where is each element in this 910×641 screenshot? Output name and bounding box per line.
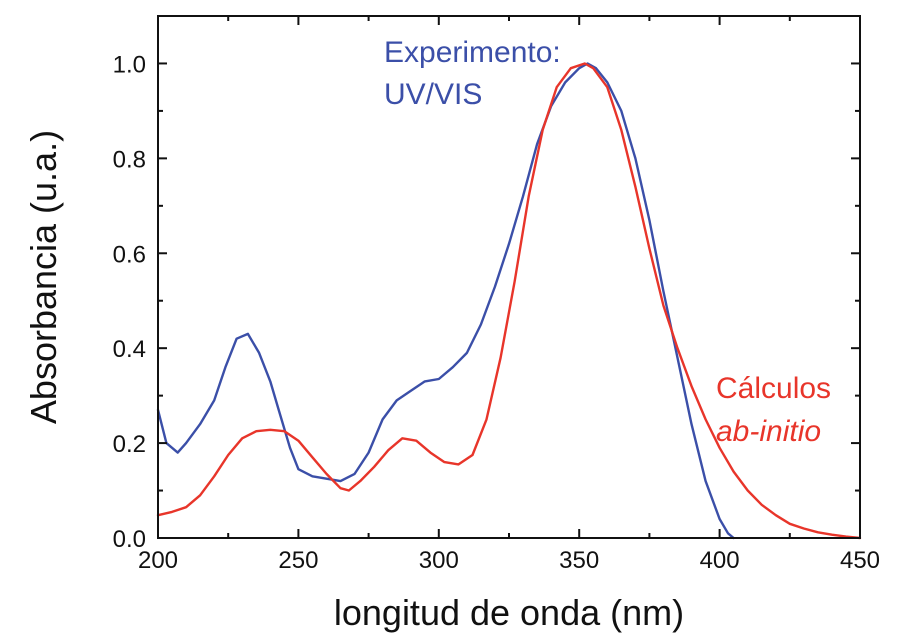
y-tick-label: 0.6	[113, 241, 146, 268]
x-tick-label: 450	[840, 547, 880, 574]
axis-ticks	[157, 15, 861, 539]
annotation-experiment-line2: UV/VIS	[384, 78, 482, 111]
y-tick-label: 1.0	[113, 51, 146, 78]
x-axis-title: longitud de onda (nm)	[334, 592, 684, 633]
y-axis-title: Absorbancia (u.a.)	[23, 130, 64, 424]
y-tick-label: 0.8	[113, 146, 146, 173]
annotation-calculation-line1: Cálculos	[716, 372, 831, 405]
plot-frame	[157, 15, 861, 539]
x-tick-label: 200	[138, 547, 178, 574]
y-tick-label: 0.2	[113, 431, 146, 458]
annotation-experiment-line1: Experimento:	[384, 36, 561, 69]
x-tick-label: 350	[559, 547, 599, 574]
series-line-0	[156, 62, 735, 540]
x-tick-label: 250	[278, 547, 318, 574]
y-tick-label: 0.0	[113, 526, 146, 553]
x-tick-label: 400	[700, 547, 740, 574]
annotation-calculation-line2: ab-initio	[716, 415, 821, 448]
y-tick-label: 0.4	[113, 336, 146, 363]
x-tick-label: 300	[419, 547, 459, 574]
axis-tick-labels: 200 250 300 350 400 450 0.0 0.2 0.4 0.6 0.8 1.0	[113, 51, 880, 574]
series-line-1	[156, 62, 862, 540]
plot-series	[156, 62, 862, 540]
